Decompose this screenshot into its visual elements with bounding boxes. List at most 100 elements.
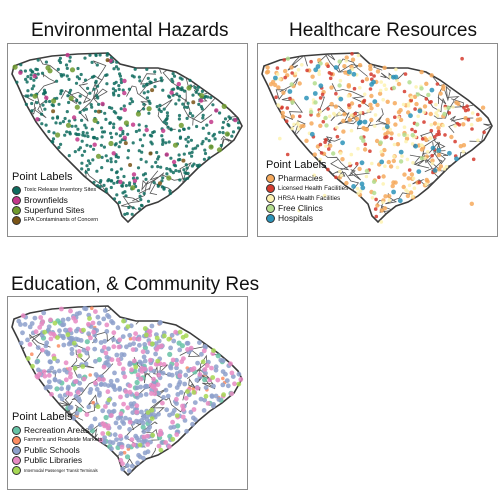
map-point: [156, 184, 160, 188]
map-point: [100, 135, 104, 139]
map-point: [76, 396, 82, 401]
map-point: [285, 152, 290, 157]
legend-label: EPA Contaminants of Concern: [24, 217, 99, 223]
map-point: [119, 167, 123, 171]
map-point: [109, 179, 113, 183]
map-point: [140, 150, 144, 154]
map-point: [435, 113, 440, 118]
map-point: [156, 411, 161, 417]
map-point: [83, 56, 87, 60]
map-point: [59, 396, 65, 402]
map-point: [203, 370, 208, 376]
map-point: [184, 137, 188, 141]
county-line: [226, 113, 242, 125]
map-point: [117, 87, 121, 91]
map-point: [391, 189, 396, 195]
map-point: [215, 353, 221, 359]
map-point: [103, 414, 109, 421]
map-point: [25, 337, 30, 343]
map-point: [441, 123, 445, 128]
map-point: [377, 175, 381, 179]
map-point: [76, 349, 82, 354]
map-point: [378, 140, 383, 145]
map-point: [296, 68, 301, 72]
map-point: [145, 82, 149, 86]
map-point: [193, 417, 198, 423]
map-point: [159, 109, 163, 114]
map-point: [236, 121, 241, 125]
map-point: [321, 119, 326, 124]
map-point: [424, 81, 429, 86]
legend-item: Free Clinics: [266, 203, 348, 213]
map-point: [296, 127, 301, 131]
map-point: [86, 86, 90, 90]
map-point: [80, 139, 84, 143]
map-point: [407, 168, 412, 172]
map-point: [415, 92, 421, 97]
county-line: [440, 178, 473, 191]
county-line: [444, 85, 460, 102]
map-point: [65, 130, 69, 134]
panel-title: Education, & Community Res: [11, 274, 260, 295]
map-point: [92, 338, 98, 344]
map-point: [137, 342, 142, 348]
map-point: [458, 144, 463, 149]
map-frame[interactable]: [7, 43, 248, 237]
map-point: [423, 156, 427, 161]
map-point: [465, 104, 469, 108]
map-point: [383, 194, 388, 199]
legend-label: HRSA Health Facilities: [278, 194, 341, 202]
map-point: [221, 103, 227, 109]
county-line: [12, 53, 61, 75]
map-point: [148, 151, 153, 156]
map-point: [183, 105, 187, 109]
county-line: [423, 193, 443, 213]
map-point: [184, 340, 190, 346]
map-point: [111, 337, 116, 342]
map-point: [40, 112, 44, 116]
map-point: [385, 135, 389, 139]
map-point: [370, 196, 375, 200]
map-point: [103, 350, 109, 356]
county-line: [158, 53, 193, 71]
map-point: [134, 129, 138, 134]
map-point: [435, 82, 440, 86]
map-point: [424, 97, 429, 101]
map-frame[interactable]: [257, 43, 498, 237]
map-point: [364, 77, 370, 82]
map-frame[interactable]: [7, 296, 248, 490]
map-point: [127, 383, 133, 389]
map-point: [409, 95, 414, 100]
map-point: [305, 68, 309, 73]
map-point: [174, 365, 179, 371]
county-line: [206, 421, 238, 437]
map-point: [177, 153, 181, 157]
map-point: [180, 403, 185, 409]
map-point: [224, 131, 230, 137]
map-point: [92, 147, 96, 151]
legend-swatch-icon: [12, 465, 21, 475]
map-point: [304, 138, 309, 143]
map-point: [97, 102, 101, 106]
map-point: [92, 74, 96, 78]
map-point: [186, 176, 190, 180]
map-point: [161, 362, 167, 367]
map-point: [146, 199, 151, 203]
map-point: [162, 333, 167, 339]
map-point: [379, 80, 383, 84]
map-point: [140, 420, 146, 426]
map-point: [100, 101, 105, 107]
map-point: [150, 341, 155, 347]
map-point: [397, 198, 403, 204]
map-point: [141, 455, 146, 461]
state-map: [11, 52, 243, 224]
map-point: [59, 386, 64, 392]
county-line: [196, 306, 221, 332]
map-point: [186, 85, 192, 91]
map-point: [362, 92, 367, 97]
map-point: [361, 138, 366, 143]
map-point: [210, 375, 216, 380]
map-point: [51, 356, 57, 361]
map-point: [392, 101, 397, 106]
map-point: [121, 318, 126, 324]
